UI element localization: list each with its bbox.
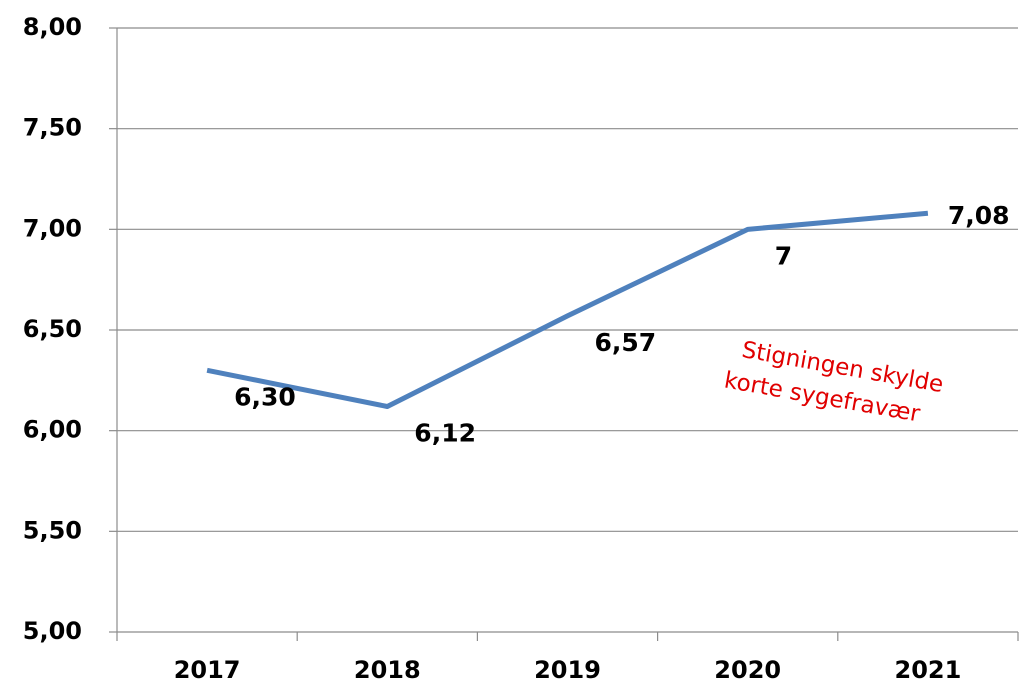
x-tick-label: 2020 <box>714 656 781 684</box>
line-series <box>206 210 929 410</box>
x-tick-label: 2019 <box>534 656 601 684</box>
y-tick-label: 8,00 <box>23 13 82 41</box>
y-tick-label: 7,50 <box>23 114 82 142</box>
data-label: 7 <box>775 241 792 270</box>
y-tick-label: 6,50 <box>23 315 82 343</box>
data-label: 6,57 <box>595 328 657 357</box>
x-tick-label: 2017 <box>174 656 241 684</box>
data-label: 7,08 <box>948 201 1010 230</box>
x-tick-label: 2018 <box>354 656 421 684</box>
y-tick-label: 6,00 <box>23 416 82 444</box>
data-label: 6,12 <box>414 419 476 448</box>
y-tick-label: 5,50 <box>23 516 82 544</box>
y-tick-label: 7,00 <box>23 214 82 242</box>
x-tick-label: 2021 <box>895 656 962 684</box>
data-label: 6,30 <box>234 382 296 411</box>
y-tick-label: 5,00 <box>23 617 82 645</box>
